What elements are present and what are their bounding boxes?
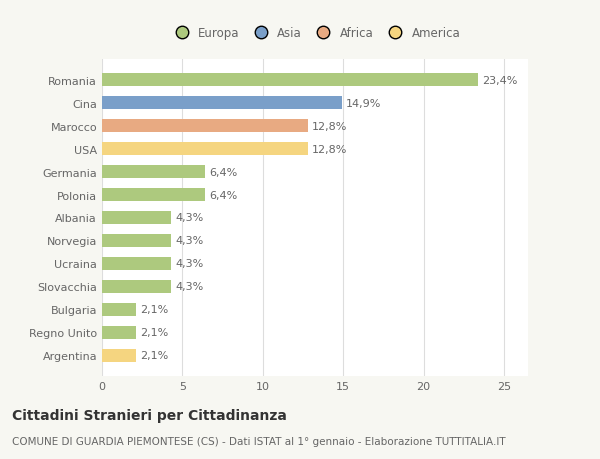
- Text: 12,8%: 12,8%: [312, 144, 347, 154]
- Bar: [102, 212, 171, 224]
- Text: COMUNE DI GUARDIA PIEMONTESE (CS) - Dati ISTAT al 1° gennaio - Elaborazione TUTT: COMUNE DI GUARDIA PIEMONTESE (CS) - Dati…: [12, 436, 506, 446]
- Bar: [102, 74, 478, 87]
- Bar: [102, 303, 136, 316]
- Bar: [102, 97, 341, 110]
- Bar: [102, 235, 171, 247]
- Bar: [102, 189, 205, 202]
- Text: 14,9%: 14,9%: [346, 98, 381, 108]
- Text: 4,3%: 4,3%: [175, 213, 203, 223]
- Bar: [102, 326, 136, 339]
- Text: 12,8%: 12,8%: [312, 121, 347, 131]
- Text: Cittadini Stranieri per Cittadinanza: Cittadini Stranieri per Cittadinanza: [12, 409, 287, 422]
- Text: 4,3%: 4,3%: [175, 259, 203, 269]
- Text: 2,1%: 2,1%: [140, 351, 168, 361]
- Bar: [102, 143, 308, 156]
- Text: 6,4%: 6,4%: [209, 167, 237, 177]
- Text: 4,3%: 4,3%: [175, 282, 203, 292]
- Bar: [102, 280, 171, 293]
- Text: 2,1%: 2,1%: [140, 305, 168, 315]
- Text: 4,3%: 4,3%: [175, 236, 203, 246]
- Bar: [102, 349, 136, 362]
- Text: 6,4%: 6,4%: [209, 190, 237, 200]
- Text: 2,1%: 2,1%: [140, 328, 168, 338]
- Legend: Europa, Asia, Africa, America: Europa, Asia, Africa, America: [167, 24, 463, 42]
- Bar: [102, 120, 308, 133]
- Bar: [102, 257, 171, 270]
- Text: 23,4%: 23,4%: [482, 75, 518, 85]
- Bar: [102, 166, 205, 179]
